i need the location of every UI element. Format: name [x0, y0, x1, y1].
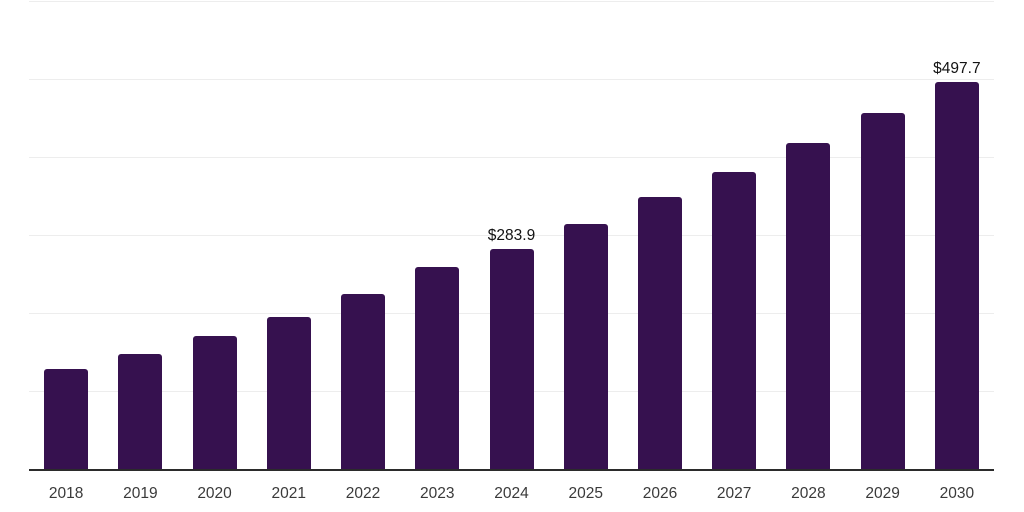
x-tick-label-2022: 2022 — [345, 485, 381, 502]
bar-2027 — [712, 172, 757, 470]
bar-2022 — [341, 294, 386, 470]
bar-2024 — [489, 248, 534, 470]
bar-2029 — [860, 112, 905, 470]
x-tick-label-2025: 2025 — [568, 485, 603, 502]
bar-2021 — [266, 316, 311, 470]
x-tick-label-2020: 2020 — [197, 485, 232, 502]
bar-2025 — [563, 224, 608, 470]
bar-2019 — [118, 353, 163, 470]
bar-2030 — [934, 81, 979, 470]
x-tick-label-2024: 2024 — [494, 485, 529, 502]
x-tick-label-2018: 2018 — [48, 485, 84, 502]
x-tick-label-2021: 2021 — [271, 485, 307, 502]
bar-2028 — [786, 142, 831, 470]
bar-2026 — [637, 197, 682, 470]
plot-area — [29, 0, 994, 470]
x-tick-label-2019: 2019 — [123, 485, 158, 502]
x-tick-label-2026: 2026 — [642, 485, 678, 502]
bar-2023 — [415, 267, 460, 470]
gridline — [29, 235, 994, 236]
bar-2018 — [44, 369, 89, 470]
value-label-2024: $283.9 — [487, 226, 536, 244]
x-tick-label-2027: 2027 — [716, 485, 752, 502]
x-tick-label-2029: 2029 — [865, 485, 900, 502]
bar-2020 — [192, 335, 237, 470]
x-tick-label-2028: 2028 — [791, 485, 826, 502]
gridline — [29, 1, 994, 2]
gridline — [29, 79, 994, 80]
x-tick-label-2023: 2023 — [420, 485, 455, 502]
gridline — [29, 157, 994, 158]
x-axis-line — [29, 469, 994, 471]
x-tick-label-2030: 2030 — [939, 485, 975, 502]
value-label-2030: $497.7 — [933, 59, 981, 77]
